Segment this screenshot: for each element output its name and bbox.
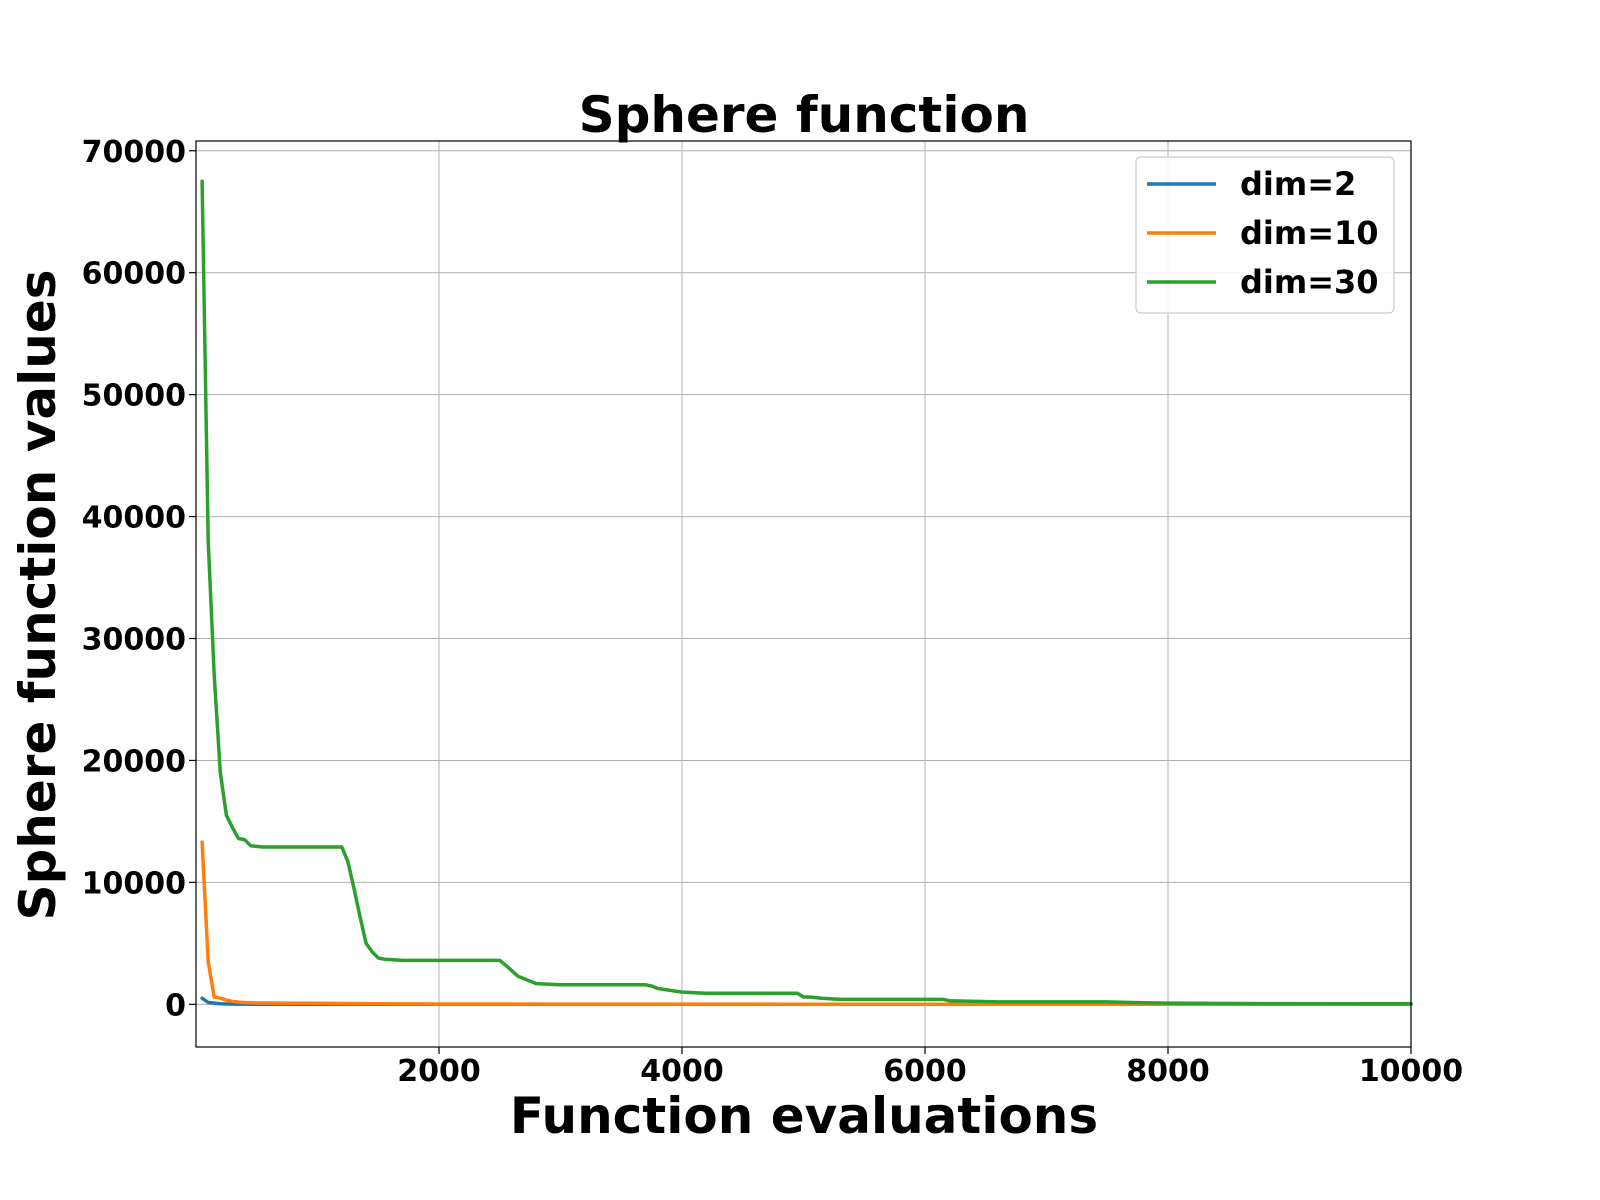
y-tick-label: 30000 [82, 623, 186, 658]
y-axis: 0 10000 20000 30000 40000 50000 60000 70000 [82, 135, 196, 1023]
legend-box [1135, 156, 1395, 314]
plot-frame [195, 140, 1412, 1048]
y-tick-label: 10000 [82, 866, 186, 901]
legend-label: dim=30 [1240, 263, 1379, 301]
x-tick-label: 8000 [1126, 1054, 1210, 1089]
y-tick-label: 50000 [82, 379, 186, 414]
y-axis-title: Sphere function values [9, 269, 67, 920]
y-tick-label: 60000 [82, 257, 186, 292]
gridlines [196, 141, 1412, 1047]
x-tick-label: 2000 [397, 1054, 481, 1089]
x-tick-label: 6000 [883, 1054, 967, 1089]
y-tick-label: 70000 [82, 135, 186, 170]
x-tick-label: 10000 [1359, 1054, 1463, 1089]
x-axis: 2000 4000 6000 8000 10000 [397, 1047, 1463, 1089]
y-tick-label: 40000 [82, 501, 186, 536]
y-tick-label: 0 [165, 988, 186, 1023]
plot-area [200, 179, 1413, 1007]
series-line-3 [200, 179, 1413, 1006]
chart-title: Sphere function [579, 86, 1030, 144]
legend-label: dim=10 [1240, 214, 1379, 252]
legend: dim=2 dim=10 dim=30 [1135, 156, 1395, 314]
legend-label: dim=2 [1240, 165, 1356, 203]
x-tick-label: 4000 [640, 1054, 724, 1089]
y-tick-label: 20000 [82, 744, 186, 779]
series-line-2 [200, 840, 1413, 1007]
x-axis-title: Function evaluations [510, 1087, 1098, 1145]
